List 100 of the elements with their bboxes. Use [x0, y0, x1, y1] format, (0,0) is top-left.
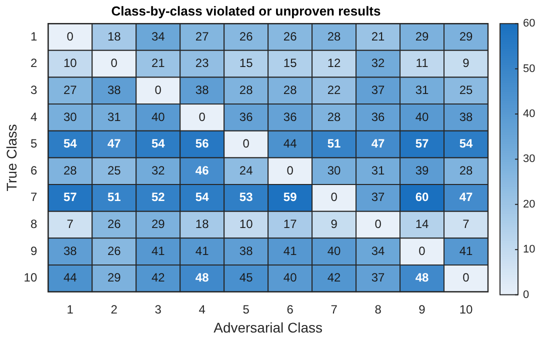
data-label: 18: [107, 29, 122, 44]
data-label: 28: [239, 82, 254, 97]
data-label: 38: [63, 244, 78, 258]
x-tick-label: 7: [330, 302, 338, 316]
data-label: 29: [459, 29, 473, 44]
color-bar-label: 40: [523, 108, 536, 120]
data-label: 11: [416, 56, 429, 70]
data-label: 41: [195, 244, 210, 258]
data-label: 9: [462, 56, 470, 70]
data-label: 54: [63, 136, 78, 151]
data-label: 45: [239, 270, 254, 285]
data-label: 47: [371, 136, 386, 151]
data-label: 37: [371, 270, 386, 285]
data-label: 21: [371, 29, 386, 44]
data-label: 0: [462, 270, 470, 285]
y-axis-title: True Class: [3, 124, 20, 192]
data-label: 25: [459, 82, 473, 97]
y-tick-label: 5: [30, 136, 38, 151]
data-label: 0: [330, 190, 338, 204]
data-label: 36: [239, 110, 254, 124]
data-label: 30: [63, 110, 78, 124]
data-label: 7: [462, 217, 470, 232]
y-tick-label: 4: [30, 110, 38, 124]
color-bar-label: 0: [523, 288, 530, 301]
data-label: 57: [63, 190, 78, 204]
data-label: 41: [283, 244, 298, 258]
color-bar-label: 10: [523, 244, 536, 256]
data-label: 42: [327, 270, 342, 285]
y-tick-label: 1: [30, 29, 38, 44]
y-tick-label: 2: [30, 56, 38, 70]
data-label: 7: [66, 217, 74, 232]
data-label: 26: [283, 29, 298, 44]
data-label: 41: [151, 244, 166, 258]
data-label: 31: [371, 163, 386, 178]
data-label: 9: [330, 217, 338, 232]
data-label: 30: [327, 163, 342, 178]
x-tick-label: 4: [198, 302, 206, 316]
x-tick-label: 1: [66, 302, 74, 316]
data-label: 54: [151, 136, 166, 151]
data-label: 29: [107, 270, 122, 285]
data-label: 26: [107, 217, 122, 232]
color-bar-label: 50: [523, 62, 536, 75]
data-label: 37: [371, 190, 386, 204]
y-tick-label: 10: [24, 270, 38, 285]
data-label: 0: [66, 29, 74, 44]
data-label: 26: [107, 244, 122, 258]
data-label: 38: [107, 82, 122, 97]
data-label: 25: [107, 163, 122, 178]
data-label: 0: [198, 110, 206, 124]
data-label: 15: [283, 56, 298, 70]
data-label: 53: [239, 190, 254, 204]
data-label: 47: [459, 190, 473, 204]
data-label: 23: [195, 56, 210, 70]
data-label: 36: [371, 110, 386, 124]
data-label: 26: [239, 29, 254, 44]
data-label: 32: [151, 163, 166, 178]
data-label: 12: [327, 56, 342, 70]
data-label: 44: [283, 136, 298, 151]
data-label: 52: [151, 190, 166, 204]
data-label: 31: [415, 82, 430, 97]
data-label: 56: [195, 136, 210, 151]
data-label: 29: [415, 29, 430, 44]
data-label: 28: [327, 29, 342, 44]
x-tick-label: 8: [374, 302, 382, 316]
data-label: 34: [371, 244, 386, 258]
data-label: 57: [415, 136, 430, 151]
color-bar-label: 30: [523, 153, 536, 166]
y-tick-label: 8: [30, 217, 38, 232]
data-label: 14: [415, 217, 430, 232]
data-label: 24: [239, 163, 254, 178]
data-label: 18: [195, 217, 210, 232]
data-label: 36: [283, 110, 298, 124]
data-label: 0: [242, 136, 250, 151]
data-label: 28: [283, 82, 298, 97]
data-label: 10: [239, 217, 254, 232]
data-label: 59: [283, 190, 298, 204]
x-tick-label: 10: [459, 302, 473, 316]
data-label: 17: [283, 217, 298, 232]
data-label: 54: [195, 190, 210, 204]
data-label: 0: [418, 244, 426, 258]
data-label: 34: [151, 29, 166, 44]
color-bar-label: 60: [523, 18, 536, 30]
x-tick-label: 2: [110, 302, 118, 316]
data-label: 48: [195, 270, 210, 285]
data-label: 40: [415, 110, 430, 124]
data-label: 31: [107, 110, 122, 124]
data-label: 38: [239, 244, 254, 258]
y-tick-label: 6: [30, 163, 38, 178]
x-axis-title: Adversarial Class: [214, 319, 323, 336]
data-label: 28: [63, 163, 78, 178]
x-tick-label: 6: [286, 302, 294, 316]
data-label: 40: [151, 110, 166, 124]
data-label: 37: [371, 82, 386, 97]
y-tick-label: 3: [30, 82, 38, 97]
data-label: 48: [415, 270, 430, 285]
data-label: 22: [327, 82, 342, 97]
data-label: 27: [63, 82, 78, 97]
data-label: 39: [415, 163, 430, 178]
data-label: 51: [327, 136, 342, 151]
data-label: 60: [415, 190, 430, 204]
